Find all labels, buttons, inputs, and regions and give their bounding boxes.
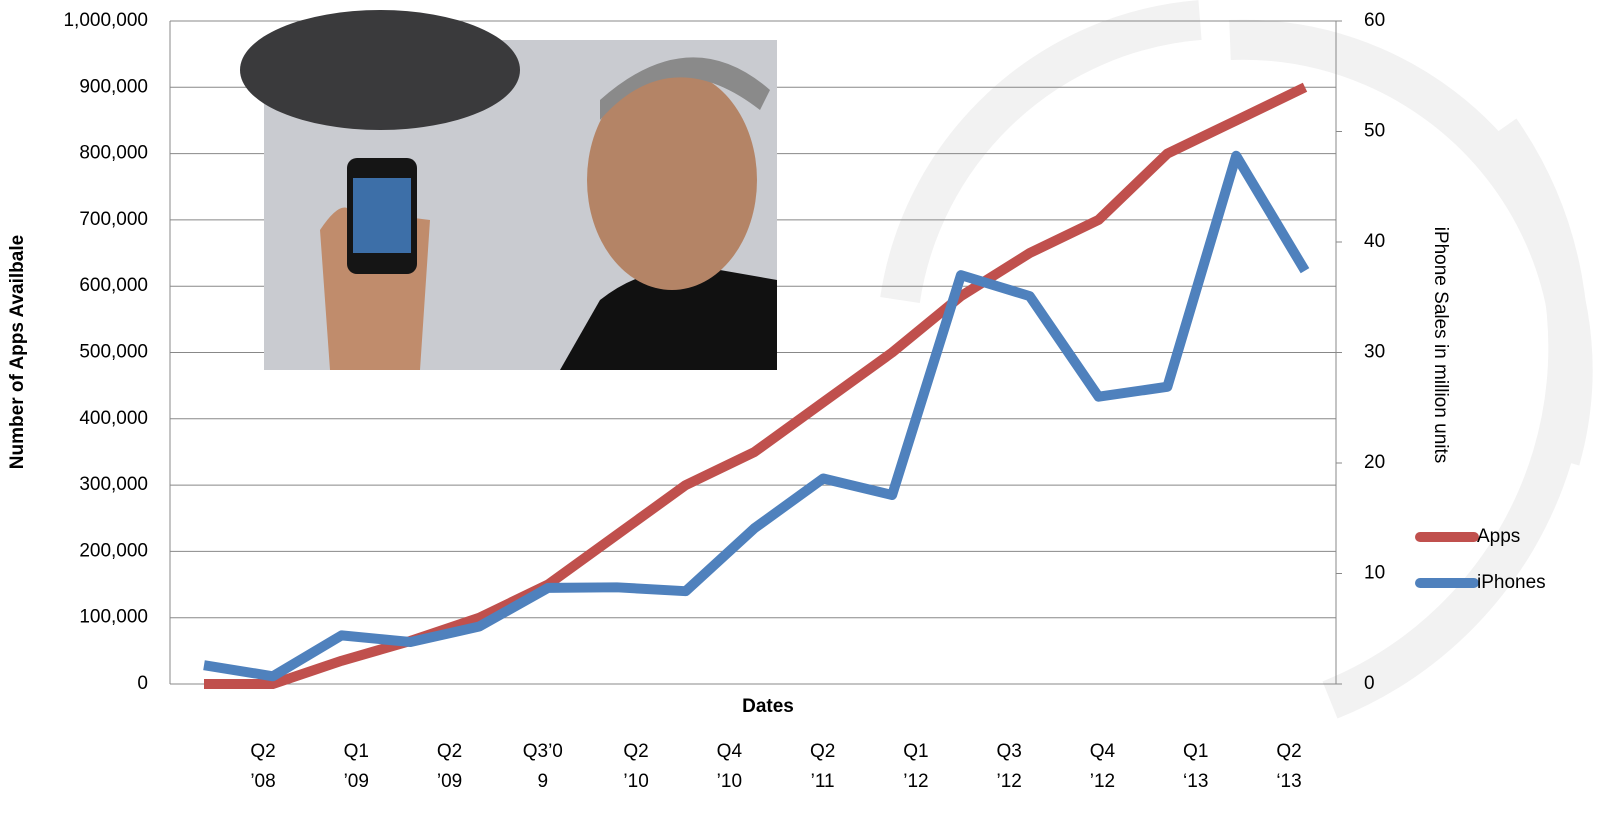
y-tick-label: 100,000 xyxy=(79,607,148,628)
y2-tick-label: 0 xyxy=(1364,673,1375,694)
y-tick-label: 700,000 xyxy=(79,209,148,230)
x-tick-label: Q1 xyxy=(903,741,928,762)
y-tick-label: 500,000 xyxy=(79,342,148,363)
x-tick-label: ‘13 xyxy=(1276,771,1301,792)
legend-label: Apps xyxy=(1477,526,1520,547)
y-tick-label: 1,000,000 xyxy=(63,10,148,31)
y-tick-label: 300,000 xyxy=(79,474,148,495)
photo xyxy=(240,10,777,370)
x-tick-label: Q1 xyxy=(1183,741,1208,762)
y2-tick-label: 50 xyxy=(1364,121,1385,142)
y2-tick-label: 60 xyxy=(1364,10,1385,31)
y2-tick-label: 10 xyxy=(1364,563,1385,584)
x-tick-label: ’12 xyxy=(903,771,928,792)
x-tick-label: Q3 xyxy=(997,741,1022,762)
x-tick-label: ’09 xyxy=(437,771,462,792)
x-tick-label: Q1 xyxy=(344,741,369,762)
x-tick-label: ’12 xyxy=(1090,771,1115,792)
legend-label: iPhones xyxy=(1477,572,1546,593)
x-tick-label: Q4 xyxy=(1090,741,1116,762)
photo-shadow xyxy=(240,10,520,130)
x-tick-label: ’12 xyxy=(997,771,1022,792)
y2-tick-label: 20 xyxy=(1364,452,1385,473)
x-tick-label: Q2 xyxy=(623,741,648,762)
x-tick-label: Q2 xyxy=(1276,741,1301,762)
page: Number of Apps Availbale iPhone Sales in… xyxy=(0,0,1617,818)
y2-axis-title: iPhone Sales in million units xyxy=(1430,227,1451,464)
x-tick-label: Q4 xyxy=(717,741,743,762)
y2-tick-label: 30 xyxy=(1364,342,1385,363)
chart: Number of Apps Availbale iPhone Sales in… xyxy=(0,0,1617,818)
y-tick-label: 800,000 xyxy=(79,143,148,164)
y-axis-title: Number of Apps Availbale xyxy=(7,235,28,469)
y-tick-label: 200,000 xyxy=(79,540,148,561)
x-tick-label: ’10 xyxy=(623,771,648,792)
x-tick-label: ’08 xyxy=(250,771,275,792)
x-tick-label: ’11 xyxy=(811,771,835,792)
y-tick-label: 900,000 xyxy=(79,76,148,97)
y-tick-label: 600,000 xyxy=(79,275,148,296)
x-tick-label: ’09 xyxy=(344,771,369,792)
x-tick-label: ’10 xyxy=(717,771,742,792)
x-tick-label: Q2 xyxy=(810,741,835,762)
x-tick-label: Q3’0 xyxy=(523,741,563,762)
x-tick-label: Q2 xyxy=(250,741,275,762)
y2-tick-label: 40 xyxy=(1364,231,1385,252)
x-tick-label: ‘13 xyxy=(1183,771,1208,792)
x-tick-label: Q2 xyxy=(437,741,462,762)
x-tick-label: 9 xyxy=(538,771,549,792)
photo-screen xyxy=(353,178,411,253)
y-tick-label: 0 xyxy=(137,673,148,694)
x-axis-title: Dates xyxy=(742,696,794,717)
y-tick-label: 400,000 xyxy=(79,408,148,429)
